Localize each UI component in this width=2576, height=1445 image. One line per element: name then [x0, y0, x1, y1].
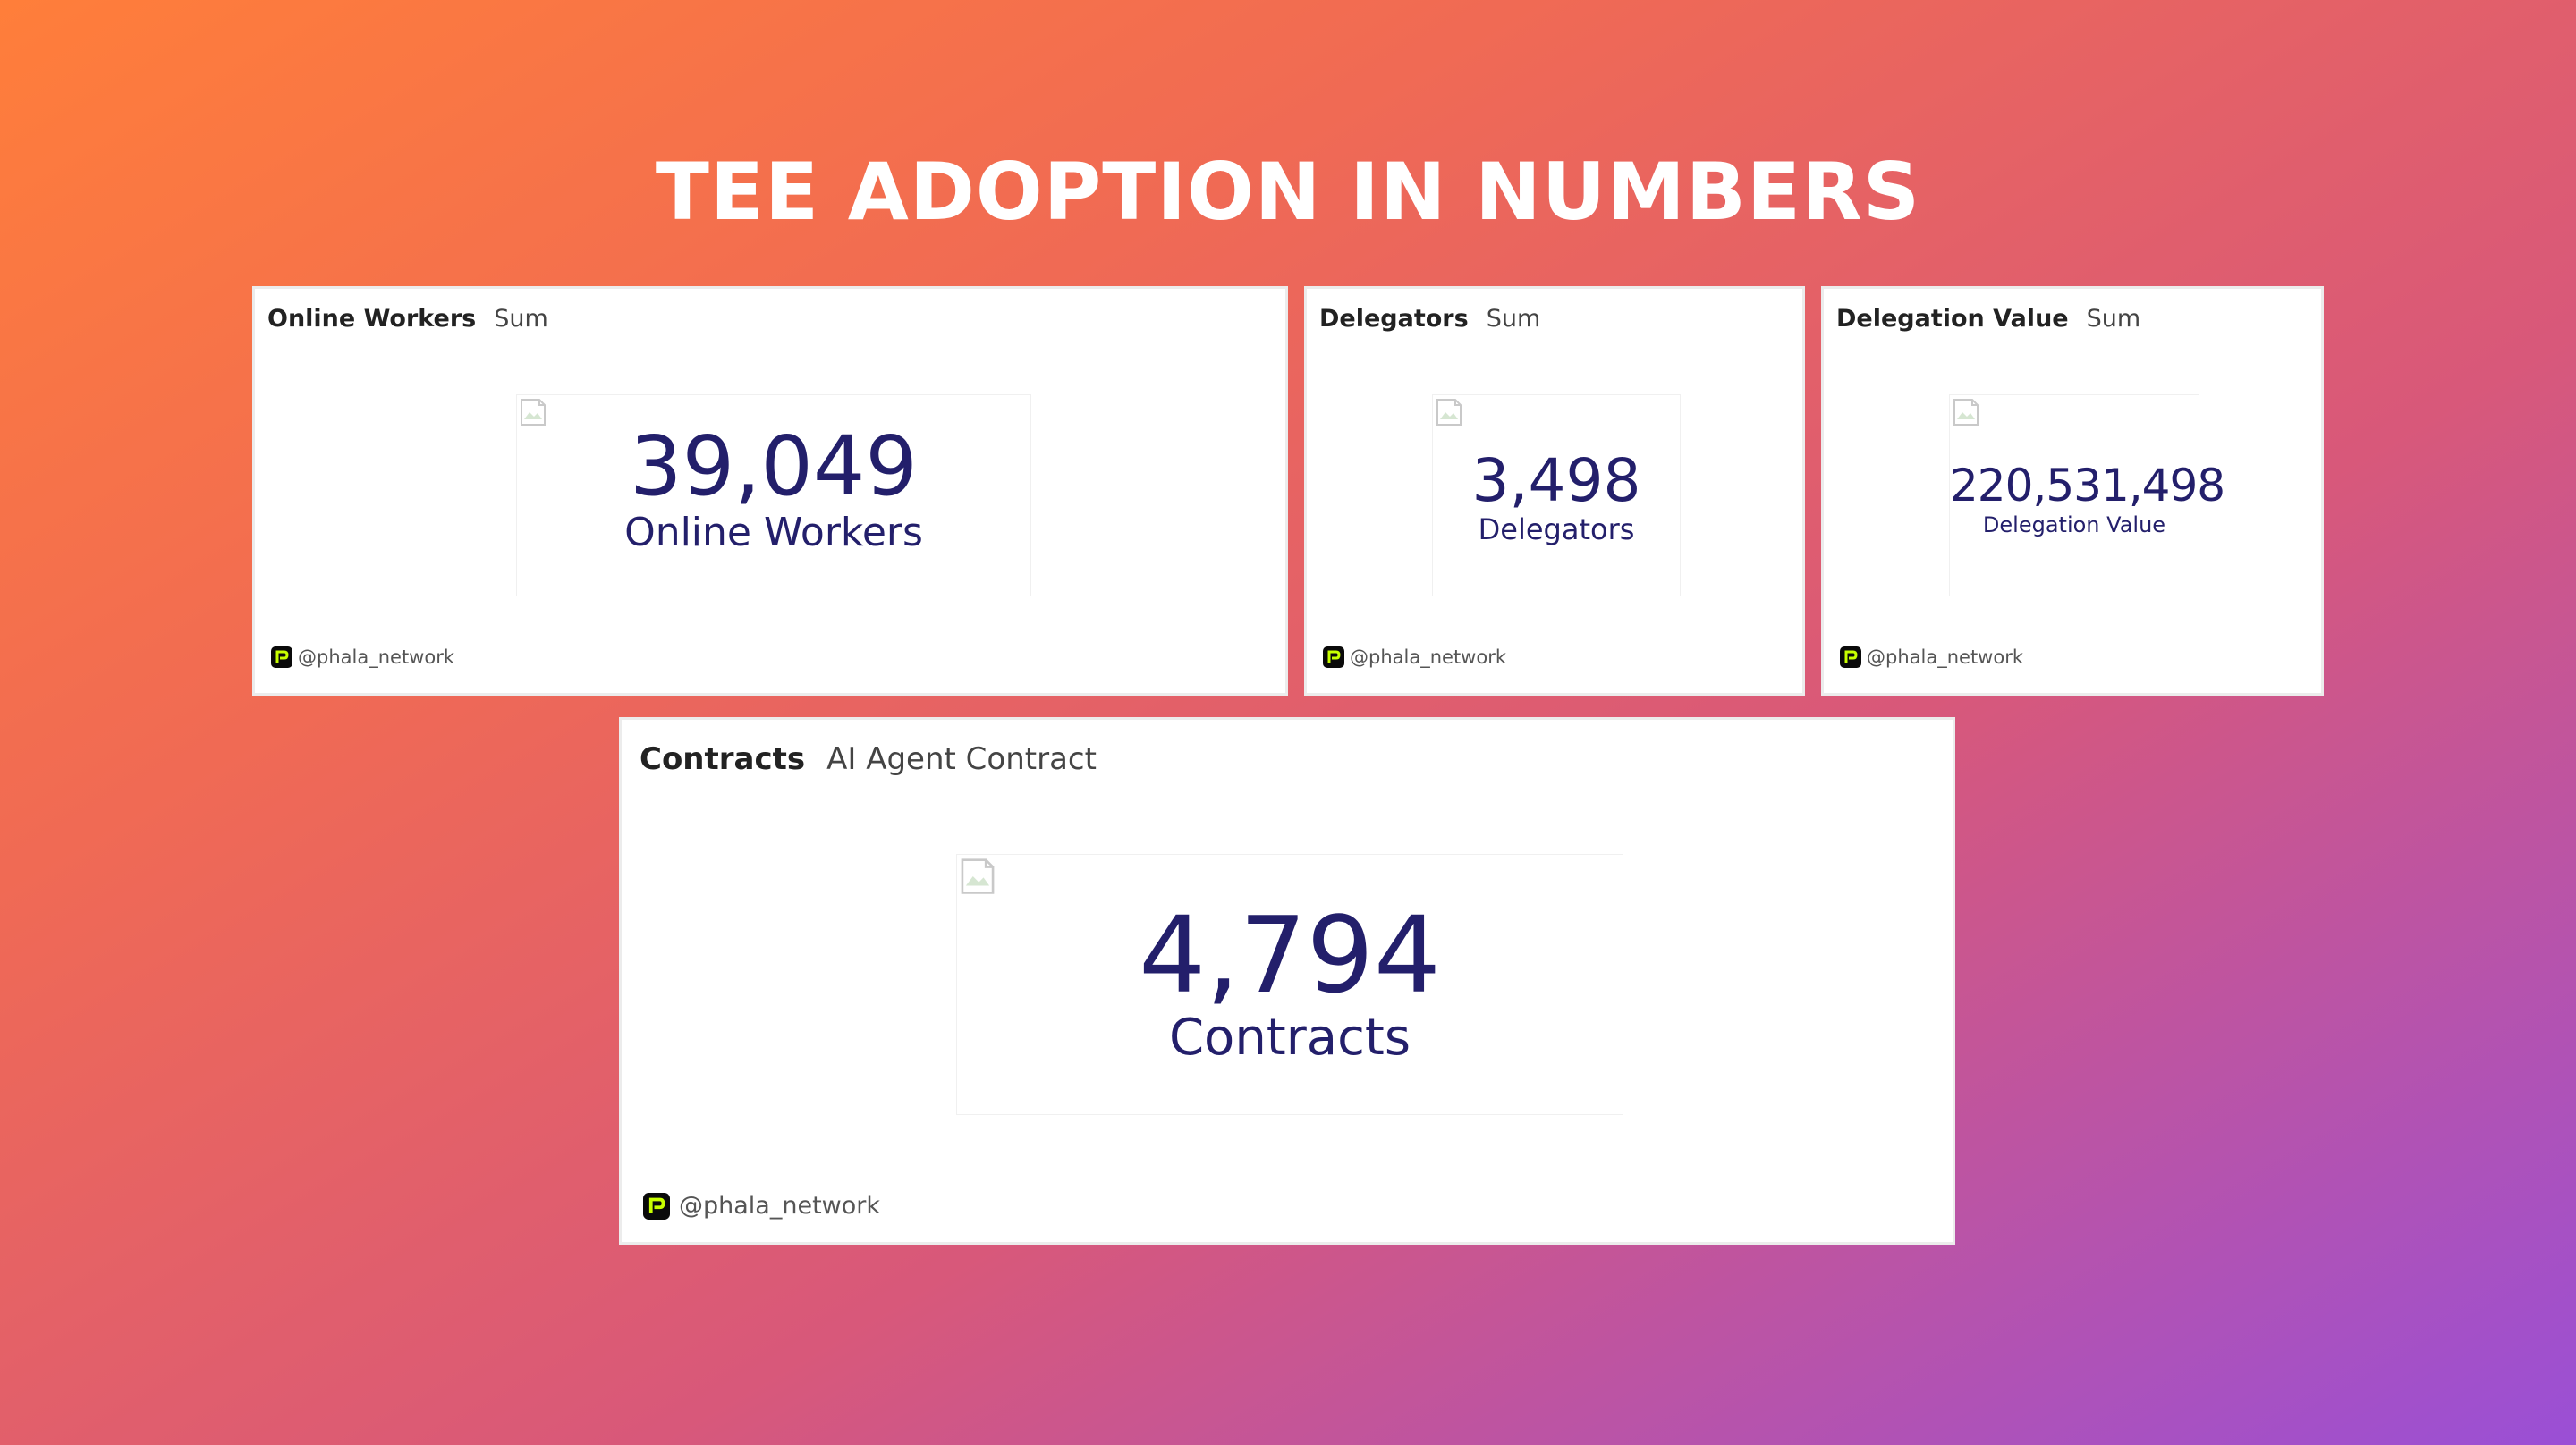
metric-value: 39,049 — [630, 418, 918, 514]
footer-text: @phala_network — [679, 1192, 880, 1220]
metric-label: Online Workers — [624, 510, 923, 555]
metric-value: 4,794 — [1139, 893, 1441, 1017]
card-delegators: Delegators Sum 3,498 Delegators @phala_n… — [1304, 286, 1805, 696]
card-subtitle: Sum — [2086, 305, 2141, 333]
broken-image-icon — [961, 858, 995, 894]
metric-label: Delegators — [1478, 512, 1635, 546]
metric-box: 39,049 Online Workers — [516, 394, 1031, 596]
phala-logo-icon — [271, 646, 292, 668]
footer-handle: @phala_network — [1323, 646, 1506, 668]
card-title: Delegation Value — [1836, 305, 2069, 333]
broken-image-icon — [1953, 399, 1979, 426]
footer-text: @phala_network — [298, 646, 454, 668]
card-subtitle: Sum — [1486, 305, 1541, 333]
metric-value: 3,498 — [1471, 446, 1641, 515]
card-title: Contracts — [640, 741, 806, 777]
phala-logo-icon — [1840, 646, 1861, 668]
metric-box: 4,794 Contracts — [956, 854, 1623, 1115]
footer-handle: @phala_network — [643, 1192, 880, 1220]
card-header: Delegators Sum — [1319, 305, 1540, 333]
metric-value: 220,531,498 — [1950, 460, 2225, 511]
footer-text: @phala_network — [1350, 646, 1506, 668]
page-title: TEE ADOPTION IN NUMBERS — [655, 146, 1921, 238]
footer-text: @phala_network — [1867, 646, 2023, 668]
card-header: Contracts AI Agent Contract — [640, 741, 1097, 777]
card-title: Delegators — [1319, 305, 1469, 333]
card-header: Delegation Value Sum — [1836, 305, 2140, 333]
footer-handle: @phala_network — [271, 646, 454, 668]
metric-label: Delegation Value — [1982, 512, 2166, 537]
phala-logo-icon — [643, 1192, 670, 1220]
card-subtitle: Sum — [494, 305, 548, 333]
metric-box: 3,498 Delegators — [1432, 394, 1681, 596]
broken-image-icon — [1436, 399, 1462, 426]
card-title: Online Workers — [267, 305, 477, 333]
phala-logo-icon — [1323, 646, 1344, 668]
card-header: Online Workers Sum — [267, 305, 548, 333]
metric-box: 220,531,498 Delegation Value — [1949, 394, 2225, 596]
footer-handle: @phala_network — [1840, 646, 2023, 668]
card-online-workers: Online Workers Sum 39,049 Online Workers… — [252, 286, 1288, 696]
card-contracts: Contracts AI Agent Contract 4,794 Contra… — [619, 717, 1955, 1245]
metric-label: Contracts — [1168, 1009, 1411, 1067]
card-delegation-value: Delegation Value Sum 220,531,498 Delegat… — [1821, 286, 2324, 696]
broken-image-icon — [521, 399, 546, 426]
card-subtitle: AI Agent Contract — [826, 741, 1097, 777]
